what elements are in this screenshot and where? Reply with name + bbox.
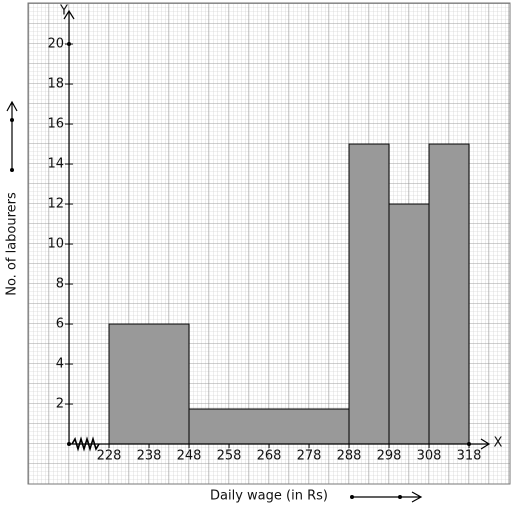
y-tick-label: 12 xyxy=(47,197,64,212)
y-axis-label: No. of labourers xyxy=(5,192,20,296)
x-tick-label: 288 xyxy=(337,449,362,464)
y-tick-label: 14 xyxy=(47,157,64,172)
bar xyxy=(348,143,390,445)
y-tick-label: 8 xyxy=(56,277,64,292)
x-tick-label: 258 xyxy=(217,449,242,464)
bar xyxy=(188,408,350,445)
y-axis-name: Y xyxy=(59,4,68,19)
y-tick-label: 20 xyxy=(47,37,64,52)
y-tick-label: 4 xyxy=(56,357,64,372)
x-tick-label: 318 xyxy=(457,449,482,464)
bar xyxy=(388,203,430,445)
y-tick-label: 16 xyxy=(47,117,64,132)
x-tick-label: 308 xyxy=(417,449,442,464)
x-axis-name: X xyxy=(494,436,503,451)
y-tick-label: 18 xyxy=(47,77,64,92)
x-tick-label: 238 xyxy=(137,449,162,464)
x-tick-label: 248 xyxy=(177,449,202,464)
x-tick-label: 228 xyxy=(97,449,122,464)
y-tick-label: 10 xyxy=(47,237,64,252)
plot xyxy=(108,143,470,445)
bar xyxy=(108,323,190,445)
x-tick-label: 278 xyxy=(297,449,322,464)
axis-dots xyxy=(10,42,471,499)
y-tick-label: 2 xyxy=(56,397,64,412)
x-tick-label: 298 xyxy=(377,449,402,464)
bar xyxy=(428,143,470,445)
x-axis-label: Daily wage (in Rs) xyxy=(210,489,328,504)
x-tick-label: 268 xyxy=(257,449,282,464)
y-tick-label: 6 xyxy=(56,317,64,332)
